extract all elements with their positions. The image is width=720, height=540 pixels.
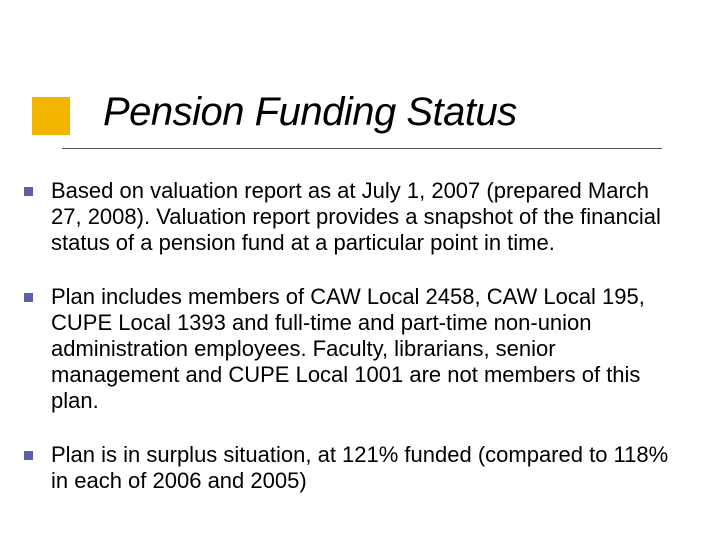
bullet-text: Plan is in surplus situation, at 121% fu… — [51, 442, 680, 494]
bullet-text: Plan includes members of CAW Local 2458,… — [51, 284, 680, 414]
list-item: Plan includes members of CAW Local 2458,… — [24, 284, 680, 414]
slide-title: Pension Funding Status — [103, 90, 680, 135]
title-underline — [62, 148, 662, 149]
title-block: Pension Funding Status — [103, 90, 680, 135]
list-item: Based on valuation report as at July 1, … — [24, 178, 680, 256]
list-item: Plan is in surplus situation, at 121% fu… — [24, 442, 680, 494]
square-bullet-icon — [24, 451, 33, 460]
square-bullet-icon — [24, 187, 33, 196]
square-bullet-icon — [24, 293, 33, 302]
bullet-text: Based on valuation report as at July 1, … — [51, 178, 680, 256]
accent-square — [32, 97, 70, 135]
bullet-list: Based on valuation report as at July 1, … — [24, 178, 680, 522]
